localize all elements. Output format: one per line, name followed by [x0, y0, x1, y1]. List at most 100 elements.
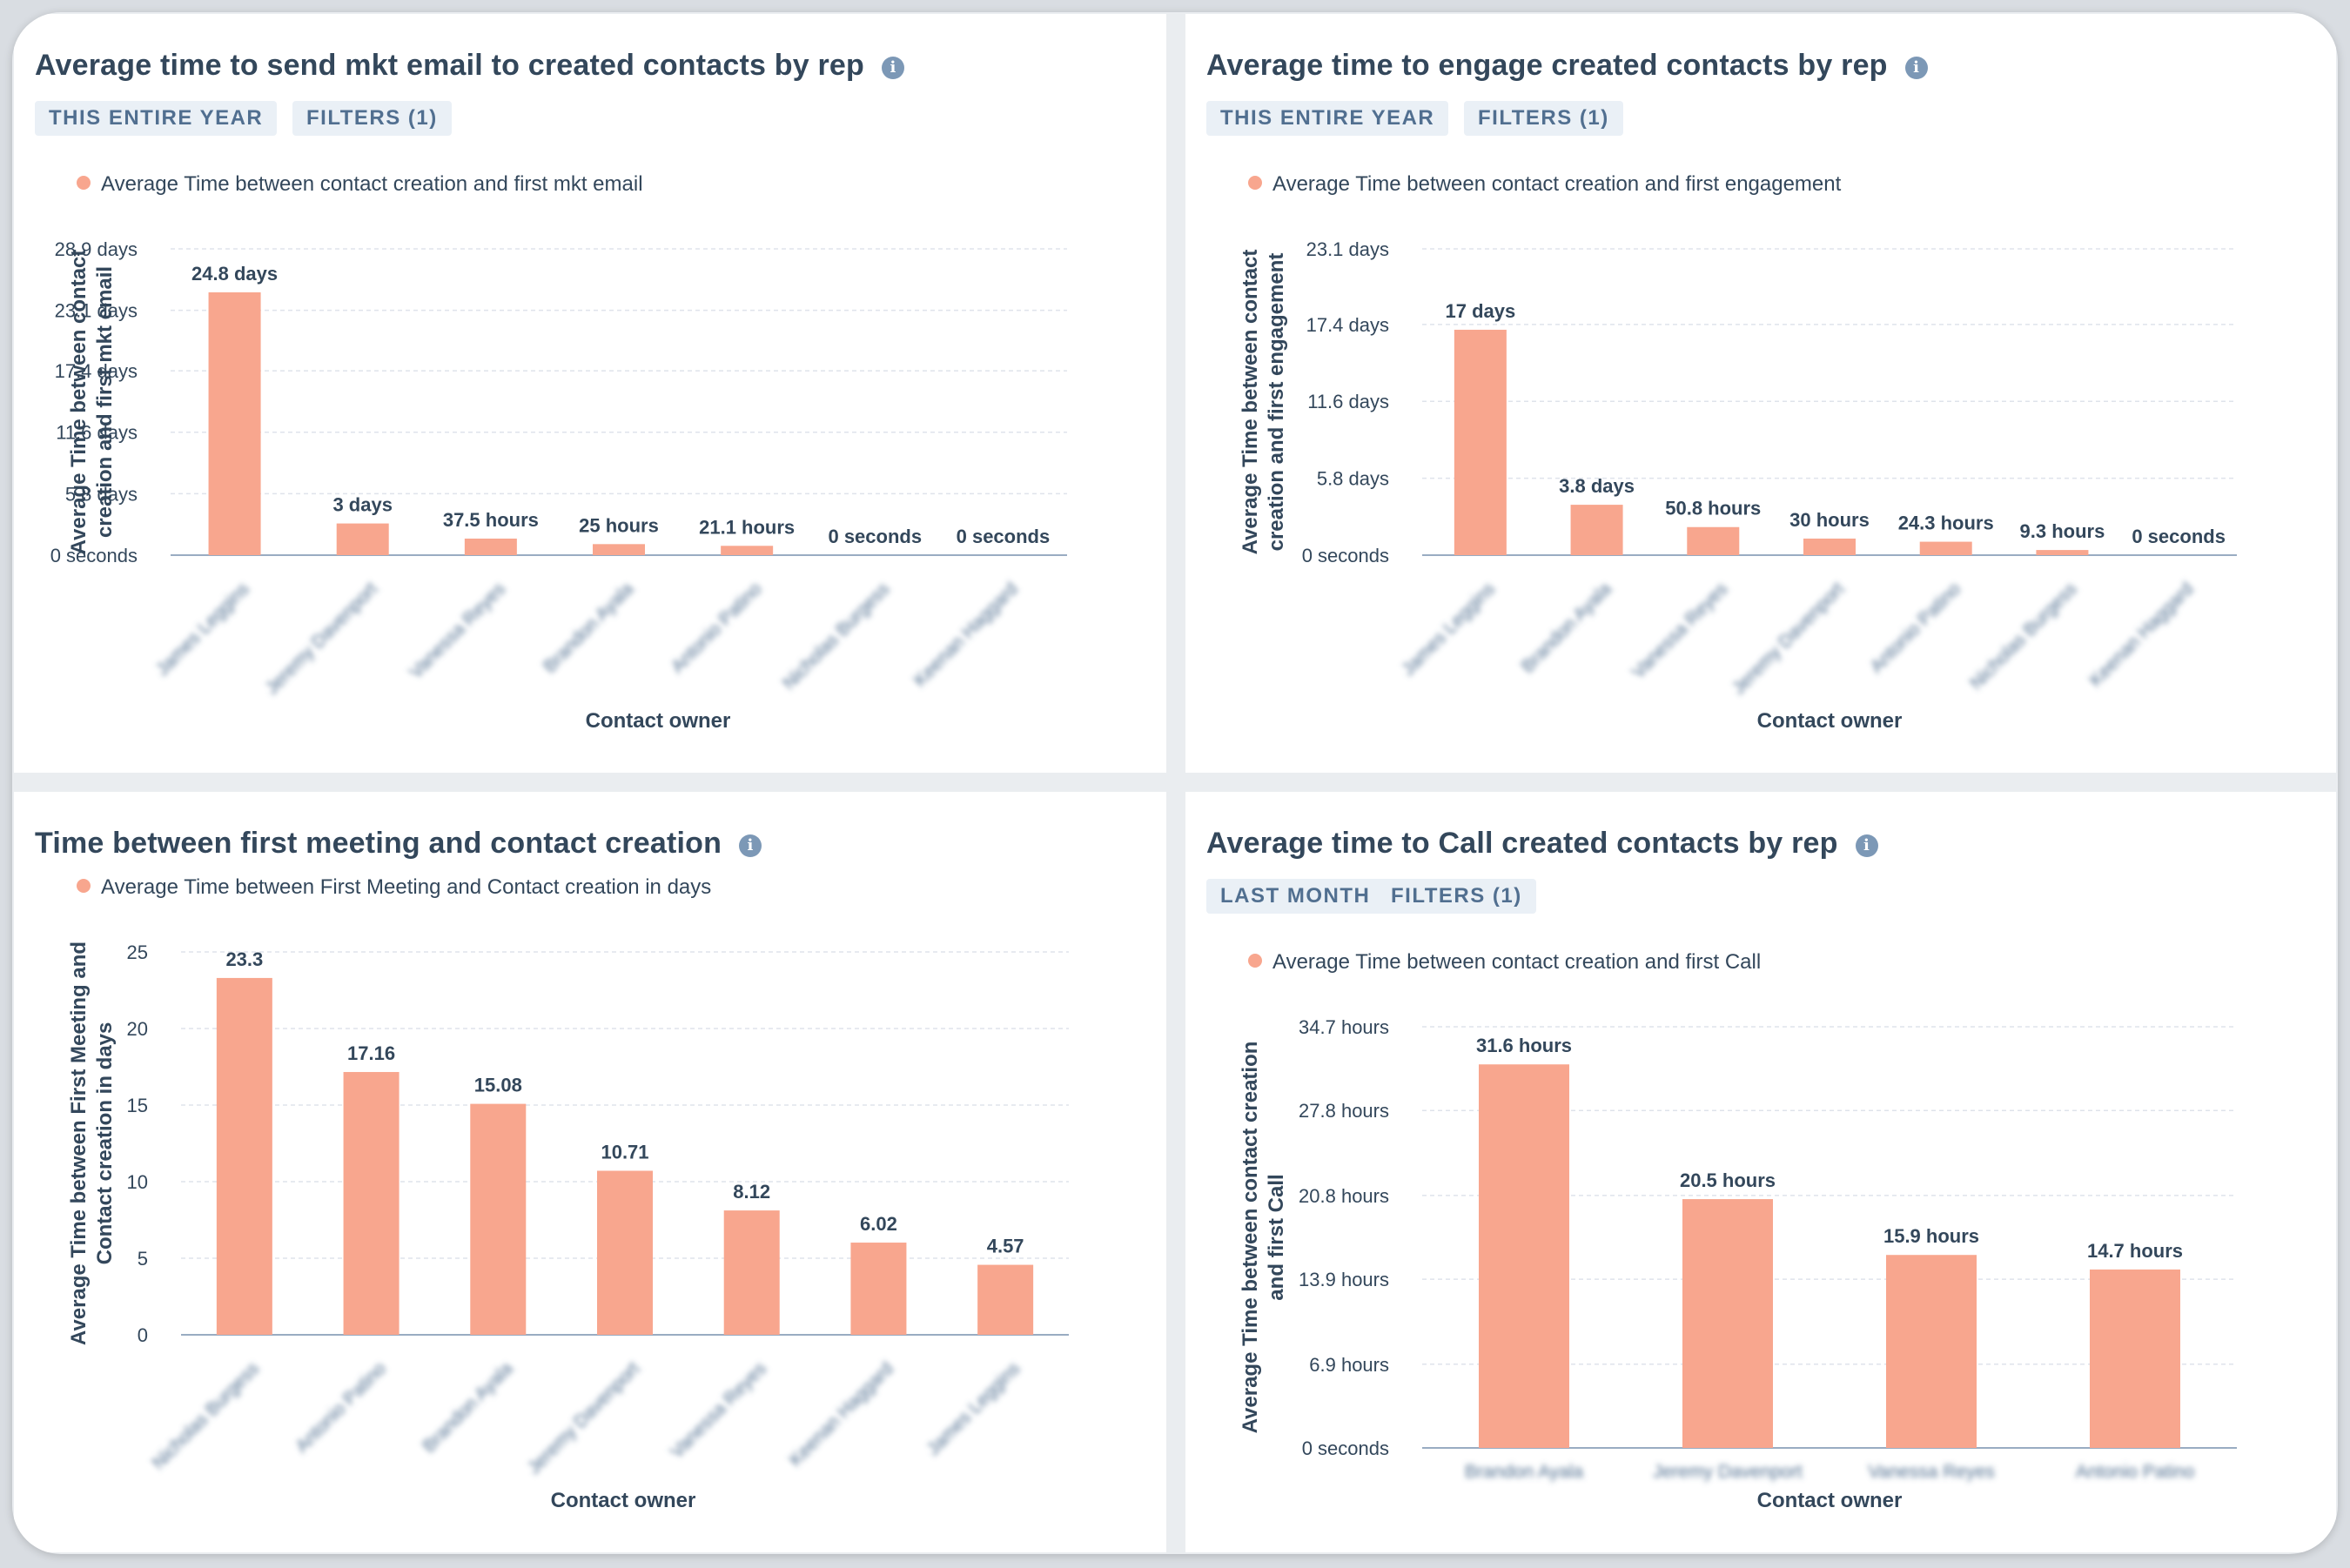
report-title-text: Average time to engage created contacts …: [1206, 49, 1888, 82]
report-title-text: Average time to send mkt email to create…: [35, 49, 865, 82]
bar: [1682, 1199, 1773, 1448]
x-category-label: Brandon Ayala: [1518, 579, 1616, 677]
bar-chart: 0 seconds 6.9 hours 13.9 hours 20.8 hours 27…: [1239, 1016, 2237, 1512]
date-range-filter-pill[interactable]: THIS ENTIRE YEAR: [1206, 101, 1449, 136]
data-label: 3.8 days: [1559, 475, 1635, 497]
y-tick-label: 17.4 days: [55, 360, 138, 382]
info-icon[interactable]: i: [1904, 57, 1928, 79]
chart-legend[interactable]: Average Time between contact creation an…: [77, 172, 643, 197]
bar: [1479, 1064, 1569, 1448]
x-category-label: Brandon Ayala: [540, 579, 638, 677]
y-tick-label: 34.7 hours: [1299, 1016, 1389, 1038]
x-category-label: Vanessa Reyes: [667, 1358, 770, 1462]
report-title[interactable]: Average time to engage created contacts …: [1206, 49, 1928, 83]
bar: [1687, 526, 1740, 555]
dashboard-frame: Average time to send mkt email to create…: [12, 12, 2338, 1554]
bar-chart: 0 seconds 5.8 days 11.6 days 17.4 days 23.1 …: [1239, 238, 2237, 733]
data-label: 17.16: [347, 1042, 395, 1064]
data-label: 31.6 hours: [1476, 1035, 1572, 1056]
y-axis-title: Average Time between First Meeting and: [67, 941, 91, 1345]
x-category-label: Jeremy Davenport: [1653, 1462, 1803, 1482]
y-tick-label: 0 seconds: [1302, 545, 1389, 566]
bar: [1803, 538, 1856, 555]
y-tick-label: 11.6 days: [1307, 391, 1389, 412]
y-tick-label: 27.8 hours: [1299, 1100, 1389, 1122]
filters-pill[interactable]: FILTERS (1): [1464, 101, 1623, 136]
bar: [208, 291, 261, 555]
bar: [1454, 329, 1507, 555]
data-label: 20.5 hours: [1680, 1169, 1776, 1191]
bar: [2090, 1269, 2180, 1448]
x-category-label: Keenan Haggard: [785, 1358, 897, 1471]
bar: [216, 977, 272, 1335]
y-tick-label: 5: [138, 1248, 148, 1270]
filters-pill[interactable]: FILTERS (1): [292, 101, 452, 136]
date-range-filter-pill[interactable]: THIS ENTIRE YEAR: [35, 101, 278, 136]
report-card-call: Average time to Call created contacts by…: [1185, 792, 2336, 1552]
y-tick-label: 25: [127, 941, 148, 963]
bar: [464, 538, 517, 555]
y-tick-label: 28.9 days: [55, 238, 138, 260]
x-category-label: Jeremy Davenport: [262, 579, 382, 699]
y-axis-title: Average Time between contact: [67, 250, 91, 555]
y-axis-title: Contact creation in days: [93, 1022, 117, 1265]
report-card-mkt-email: Average time to send mkt email to create…: [14, 14, 1166, 773]
data-label: 15.9 hours: [1883, 1225, 1979, 1247]
data-label: 50.8 hours: [1665, 498, 1761, 519]
data-label: 8.12: [733, 1181, 770, 1203]
bar: [343, 1071, 400, 1335]
info-icon[interactable]: i: [882, 57, 905, 79]
x-category-label: Nicholas Burgess: [1966, 579, 2081, 694]
chart-legend[interactable]: Average Time between contact creation an…: [1248, 172, 1841, 197]
y-tick-label: 13.9 hours: [1299, 1269, 1389, 1290]
date-range-filter-pill[interactable]: LAST MONTH: [1206, 879, 1385, 914]
x-category-label: Antonio Patino: [668, 579, 766, 677]
bar: [470, 1103, 527, 1335]
y-axis-title: Average Time between contact creation: [1239, 1042, 1262, 1434]
chart-legend[interactable]: Average Time between First Meeting and C…: [77, 875, 711, 900]
y-tick-label: 23.1 days: [1306, 238, 1389, 260]
y-tick-label: 5.8 days: [65, 483, 138, 505]
report-title[interactable]: Time between first meeting and contact c…: [35, 827, 762, 861]
data-label: 3 days: [332, 494, 393, 516]
data-label: 9.3 hours: [2020, 520, 2105, 542]
info-icon[interactable]: i: [1855, 834, 1878, 857]
bar: [336, 523, 389, 555]
y-tick-label: 23.1 days: [55, 300, 138, 322]
y-tick-label: 11.6 days: [56, 422, 138, 444]
data-label: 17 days: [1445, 300, 1515, 322]
bar: [850, 1243, 907, 1335]
bar: [593, 544, 645, 555]
legend-dot-icon: [1248, 954, 1262, 968]
x-category-label: James Leggins: [1398, 579, 1499, 680]
report-title[interactable]: Average time to send mkt email to create…: [35, 49, 905, 83]
bar-chart: 0 seconds 5.8 days 11.6 days 17.4 days 23.1 …: [50, 238, 1067, 733]
data-label: 21.1 hours: [699, 516, 795, 538]
info-icon[interactable]: i: [739, 834, 762, 857]
report-title[interactable]: Average time to Call created contacts by…: [1206, 827, 1878, 861]
data-label: 6.02: [860, 1213, 897, 1235]
report-title-text: Average time to Call created contacts by…: [1206, 827, 1838, 860]
legend-label: Average Time between First Meeting and C…: [101, 875, 712, 899]
x-axis-title: Contact owner: [1757, 709, 1903, 733]
bar: [597, 1170, 653, 1335]
data-label: 0 seconds: [957, 526, 1051, 547]
x-category-label: Jeremy Davenport: [524, 1358, 644, 1478]
x-category-label: Keenan Haggard: [910, 579, 1022, 691]
bar: [721, 546, 774, 555]
bar: [1919, 541, 1972, 555]
bar: [723, 1210, 780, 1335]
y-axis-title: creation and first engagement: [1265, 253, 1288, 552]
y-tick-label: 6.9 hours: [1309, 1354, 1389, 1376]
y-tick-label: 10: [127, 1171, 148, 1193]
y-tick-label: 0 seconds: [50, 545, 138, 566]
bar: [2036, 550, 2089, 555]
y-tick-label: 17.4 days: [1306, 314, 1389, 336]
chart-legend[interactable]: Average Time between contact creation an…: [1248, 950, 1761, 975]
filters-pill[interactable]: FILTERS (1): [1377, 879, 1536, 914]
x-category-label: Brandon Ayala: [1465, 1462, 1584, 1482]
data-label: 4.57: [987, 1236, 1024, 1257]
y-tick-label: 20: [127, 1018, 148, 1040]
data-label: 23.3: [225, 948, 263, 970]
x-axis-title: Contact owner: [586, 709, 731, 733]
